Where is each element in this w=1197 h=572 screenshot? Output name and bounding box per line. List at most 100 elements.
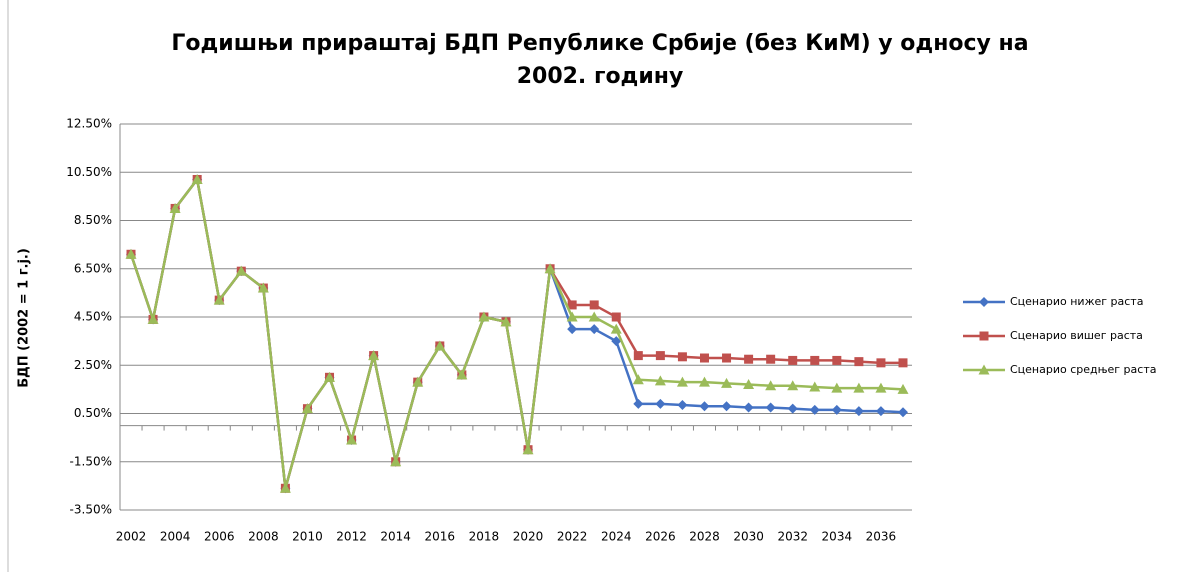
y-tick-label: -1.50% <box>70 454 112 468</box>
x-tick-label: 2010 <box>292 530 323 544</box>
x-tick-label: 2022 <box>557 530 588 544</box>
x-tick-label: 2002 <box>116 530 147 544</box>
y-axis-label: БДП (2002 = 1 г.ј.) <box>17 248 32 388</box>
legend-marker <box>979 331 989 341</box>
marker <box>765 380 777 391</box>
marker <box>633 351 643 361</box>
marker <box>853 382 865 393</box>
series-line <box>129 176 904 489</box>
marker <box>500 316 512 327</box>
x-tick-label: 2020 <box>513 530 544 544</box>
marker <box>698 376 710 387</box>
marker <box>875 382 887 393</box>
marker <box>147 313 159 324</box>
x-tick-label: 2012 <box>336 530 367 544</box>
marker <box>434 340 446 351</box>
marker <box>611 312 621 322</box>
x-tick-label: 2014 <box>380 530 411 544</box>
series-line <box>129 176 904 489</box>
y-tick-label: 8.50% <box>74 213 112 227</box>
marker <box>809 404 820 415</box>
marker <box>766 354 776 364</box>
x-tick-label: 2008 <box>248 530 279 544</box>
marker <box>589 324 600 335</box>
x-tick-label: 2028 <box>689 530 720 544</box>
marker <box>743 379 755 390</box>
marker <box>898 407 908 418</box>
marker <box>832 355 842 365</box>
x-tick-label: 2026 <box>645 530 676 544</box>
marker <box>722 353 732 363</box>
marker <box>721 377 733 388</box>
y-tick-label: 10.50% <box>66 165 112 179</box>
marker <box>699 353 709 363</box>
marker <box>787 380 799 391</box>
x-tick-label: 2034 <box>822 530 853 544</box>
marker <box>853 406 864 417</box>
marker <box>743 402 754 413</box>
x-tick-label: 2032 <box>777 530 808 544</box>
legend-label: Сценарио нижег раста <box>1010 295 1143 308</box>
x-tick-label: 2018 <box>469 530 500 544</box>
marker <box>677 352 687 362</box>
legend-marker <box>978 364 990 375</box>
marker <box>125 248 137 259</box>
marker <box>632 374 644 385</box>
y-tick-label: 2.50% <box>74 358 112 372</box>
legend-label: Сценарио вишег раста <box>1010 329 1143 342</box>
marker <box>699 401 710 412</box>
marker <box>633 398 644 409</box>
marker <box>346 434 358 445</box>
y-tick-label: 6.50% <box>74 261 112 275</box>
marker <box>810 355 820 365</box>
marker <box>744 354 754 364</box>
y-tick-label: 12.50% <box>66 117 112 131</box>
marker <box>390 456 402 467</box>
marker <box>876 358 886 368</box>
x-tick-label: 2036 <box>866 530 897 544</box>
marker <box>566 311 578 322</box>
marker <box>588 311 600 322</box>
marker <box>765 402 776 413</box>
x-tick-label: 2006 <box>204 530 235 544</box>
y-tick-label: 0.50% <box>74 406 112 420</box>
marker <box>809 381 821 392</box>
marker <box>544 263 556 274</box>
marker <box>589 300 599 310</box>
marker <box>655 351 665 361</box>
marker <box>854 357 864 367</box>
marker <box>897 383 909 394</box>
marker <box>610 323 622 334</box>
marker <box>611 336 622 347</box>
marker <box>654 375 666 386</box>
marker <box>368 350 380 361</box>
legend-label: Сценарио средњег раста <box>1010 363 1156 376</box>
marker <box>191 173 203 184</box>
marker <box>787 403 798 414</box>
marker <box>478 311 490 322</box>
y-tick-label: -3.50% <box>70 503 112 517</box>
marker <box>213 294 225 305</box>
marker <box>677 400 688 411</box>
marker <box>279 482 291 493</box>
marker <box>169 202 181 213</box>
marker <box>324 371 336 382</box>
marker <box>898 358 908 368</box>
marker <box>522 444 534 455</box>
marker <box>412 376 424 387</box>
x-tick-label: 2004 <box>160 530 191 544</box>
marker <box>788 355 798 365</box>
chart-title: 2002. годину <box>517 64 684 89</box>
y-tick-label: 4.50% <box>74 310 112 324</box>
marker <box>567 300 577 310</box>
marker <box>831 404 842 415</box>
marker <box>676 376 688 387</box>
marker <box>456 369 468 380</box>
marker <box>655 398 666 409</box>
marker <box>875 406 886 417</box>
marker <box>257 282 269 293</box>
legend-marker <box>979 297 989 307</box>
marker <box>567 324 578 335</box>
marker <box>721 401 732 412</box>
chart-title: Годишњи прираштај БДП Републике Србије (… <box>171 31 1028 56</box>
